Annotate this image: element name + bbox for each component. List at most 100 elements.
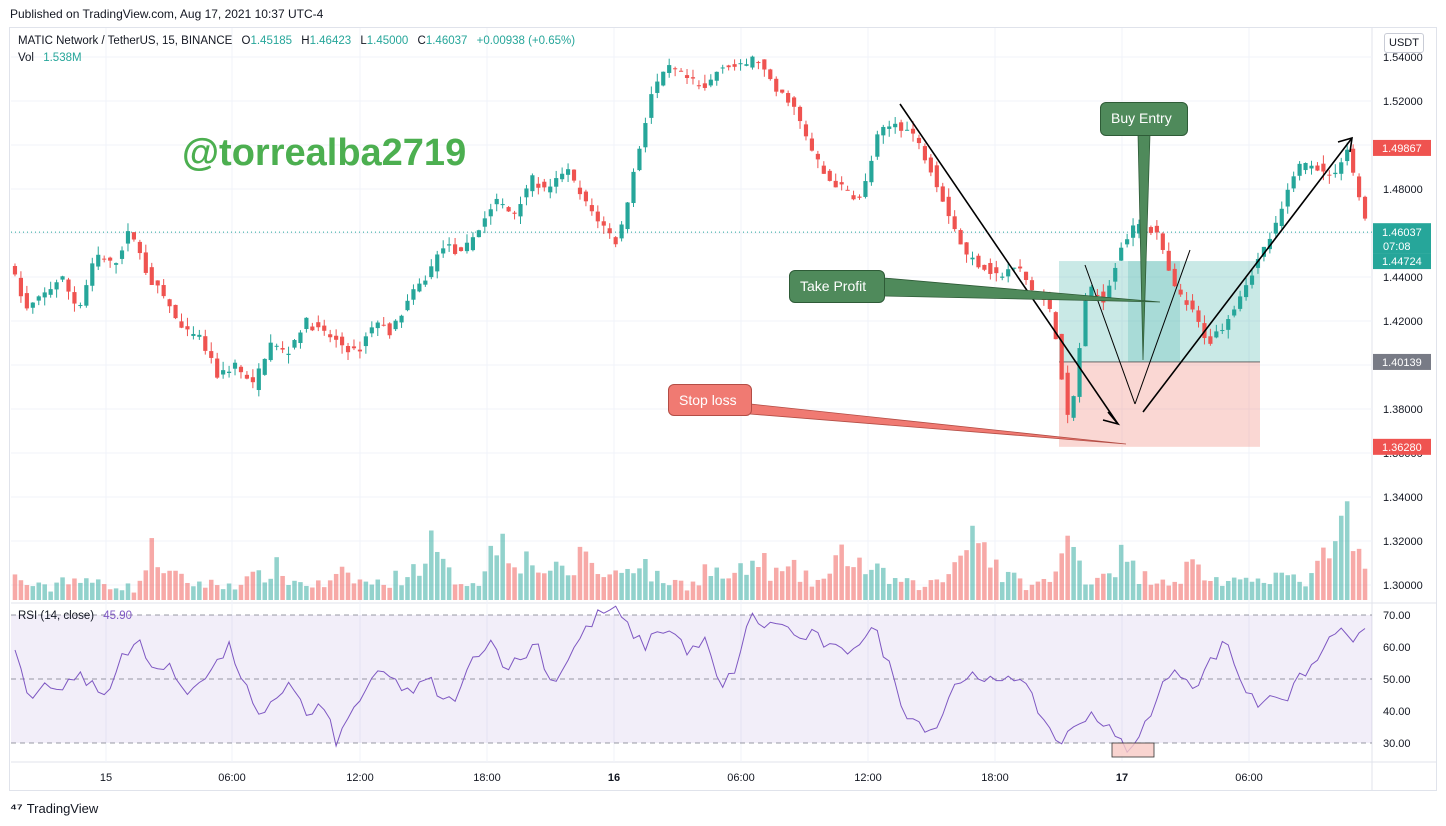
volume-bar (857, 557, 862, 600)
volume-bar (226, 583, 232, 600)
volume-bar (36, 582, 42, 600)
rsi-tick-label: 40.00 (1383, 706, 1411, 718)
volume-bar (446, 567, 452, 600)
candle-body (530, 175, 535, 192)
volume-bar (690, 581, 696, 600)
symbol-legend[interactable]: MATIC Network / TetherUS, 15, BINANCE O1… (18, 35, 575, 47)
candle-body (780, 89, 785, 93)
volume-bar (946, 574, 951, 600)
candle-body (131, 232, 137, 240)
tradingview-logo-icon: ⁴⁷ (10, 800, 23, 816)
candle-body (155, 280, 160, 286)
volume-bar (393, 570, 398, 600)
volume-bar (494, 555, 499, 600)
volume-bar (167, 570, 172, 600)
candle-body (1130, 225, 1136, 238)
volume-bar (1041, 578, 1047, 600)
volume-bar (101, 584, 107, 600)
volume-bar (381, 584, 386, 600)
candle-body (399, 315, 404, 323)
rsi-line (14, 605, 1366, 754)
volume-bar (458, 584, 464, 600)
volume-bar (399, 585, 404, 600)
volume-bar (934, 579, 940, 600)
volume-bar (940, 582, 946, 600)
stop-loss-callout[interactable]: Stop loss (668, 384, 752, 416)
candle-body (339, 336, 345, 346)
volume-bar (90, 582, 95, 600)
volume-legend[interactable]: Vol 1.538M (18, 52, 82, 64)
symbol-name[interactable]: MATIC Network / TetherUS, 15, BINANCE (18, 35, 233, 47)
candle-body (1178, 289, 1183, 295)
candle-body (661, 71, 666, 86)
volume-bar (321, 587, 327, 600)
currency-selector[interactable]: USDT (1384, 33, 1424, 53)
rsi-legend[interactable]: RSI (14, close) 45.90 (18, 610, 132, 622)
candle-body (904, 129, 910, 131)
volume-bar (708, 576, 714, 600)
candle-body (643, 123, 648, 148)
open-label: O (241, 35, 251, 47)
volume-bar (143, 570, 149, 600)
candle-body (476, 230, 481, 238)
candle-body (833, 180, 838, 188)
candle-body (90, 263, 95, 286)
position-zones (1059, 261, 1260, 447)
price-tick-label: 1.30000 (1383, 580, 1423, 592)
volume-bar (536, 572, 541, 600)
candle-body (899, 122, 904, 131)
buy-entry-callout[interactable]: Buy Entry (1100, 102, 1188, 136)
candle-body (1053, 312, 1058, 340)
high-value: 1.46423 (309, 35, 352, 47)
profit-zone (1059, 261, 1260, 362)
volume-bar (351, 583, 357, 600)
candle-body (12, 265, 18, 275)
volume-bar (696, 585, 702, 600)
candle-body (1166, 250, 1171, 271)
rsi-label: RSI (14, close) (18, 610, 95, 622)
volume-bars (12, 501, 1368, 600)
volume-bar (1154, 583, 1160, 600)
volume-bar (714, 567, 720, 600)
candle-body (1083, 300, 1088, 347)
candle-body (54, 282, 59, 290)
candle-body (928, 157, 933, 173)
volume-bar (256, 570, 262, 600)
candle-body (940, 186, 945, 202)
volume-bar (54, 582, 59, 600)
open-value: 1.45185 (250, 35, 293, 47)
volume-bar (220, 589, 226, 600)
volume-bar (113, 588, 119, 600)
candle-body (232, 362, 238, 369)
volume-bar (1327, 558, 1332, 600)
volume-bar (125, 583, 131, 600)
volume-bar (530, 565, 535, 600)
candle-body (1238, 296, 1243, 309)
volume-bar (506, 563, 511, 600)
volume-bar (1077, 560, 1082, 600)
candle-body (452, 244, 458, 254)
volume-bar (601, 577, 607, 600)
take-profit-callout[interactable]: Take Profit (789, 270, 885, 303)
volume-bar (762, 553, 767, 600)
candle-body (1232, 309, 1237, 316)
volume-bar (250, 571, 256, 600)
volume-bar (791, 559, 797, 600)
volume-bar (1220, 585, 1225, 600)
candle-body (768, 69, 773, 80)
candle-body (607, 228, 612, 234)
chart-frame[interactable] (9, 27, 1437, 791)
volume-bar (631, 573, 636, 600)
volume-bar (595, 574, 601, 600)
candle-body (1285, 189, 1290, 207)
rsi-tick-label: 50.00 (1383, 674, 1411, 686)
volume-bar (613, 570, 618, 600)
volume-bar (107, 589, 113, 600)
candle-body (1196, 310, 1201, 322)
footer-brand[interactable]: ⁴⁷ TradingView (10, 800, 98, 816)
candle-body (1047, 299, 1052, 309)
volume-bar (845, 566, 850, 600)
volume-bar (577, 546, 583, 600)
candle-body (613, 237, 618, 245)
